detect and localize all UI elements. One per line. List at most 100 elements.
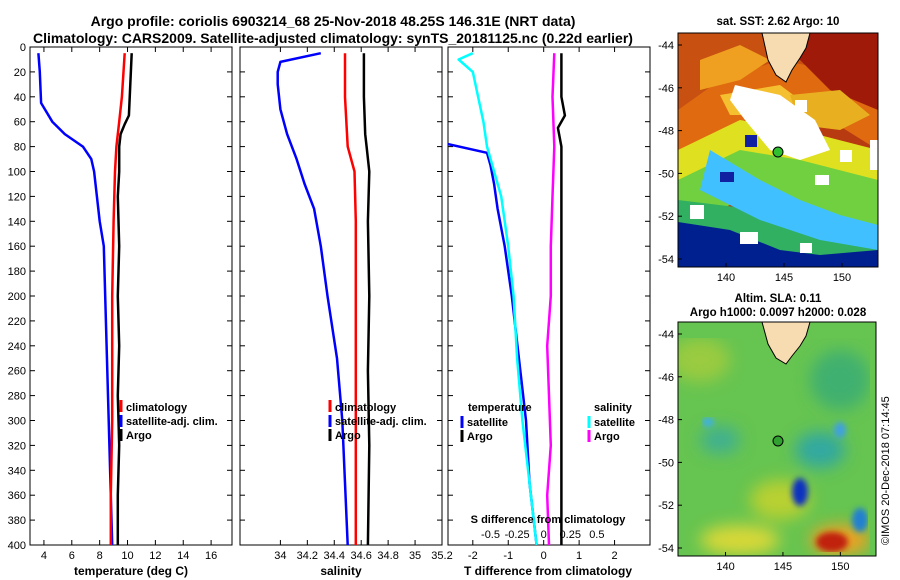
map-y-tick-label: -52 xyxy=(658,500,674,512)
s-diff-tick-label: 0.25 xyxy=(560,529,581,541)
legend-t-argo-label: Argo xyxy=(467,431,493,443)
map-x-tick-label: 140 xyxy=(717,272,735,284)
s-diff-tick-label: 0 xyxy=(541,529,547,541)
s-difference-title: S difference from climatology xyxy=(471,514,627,526)
legend-argo-label: Argo xyxy=(335,430,361,442)
sst-map-title: sat. SST: 2.62 Argo: 10 xyxy=(717,16,840,28)
x-tick-label: 8 xyxy=(97,550,103,562)
map-y-tick-label: -44 xyxy=(658,329,674,341)
x-tick-label: 34.8 xyxy=(377,550,398,562)
y-tick-label: 200 xyxy=(8,291,26,303)
salinity-series xyxy=(276,51,371,545)
legend-climatology-label: climatology xyxy=(126,402,188,414)
map-y-tick-label: -48 xyxy=(658,126,674,138)
y-tick-label: 300 xyxy=(8,416,26,428)
series-line-argo xyxy=(362,53,371,545)
series-line-t-argo xyxy=(556,53,567,545)
legend-t-satellite-label: satellite xyxy=(467,417,508,429)
y-tick-label: 400 xyxy=(8,540,26,552)
map-y-tick-label: -54 xyxy=(658,543,674,555)
sla-map-ticks: 140 145 150 -44 -46 -48 -50 -52 -54 xyxy=(658,329,849,573)
temperature-xlabel: temperature (deg C) xyxy=(74,564,188,578)
map-y-tick-label: -46 xyxy=(658,83,674,95)
x-tick-label: 14 xyxy=(177,550,189,562)
map-x-tick-label: 145 xyxy=(774,561,792,573)
sla-map-frame xyxy=(677,321,877,557)
temperature-axes-frame xyxy=(29,46,233,546)
series-line-climatology xyxy=(343,53,358,545)
s-diff-tick-label: -0.25 xyxy=(505,529,530,541)
sst-map-frame xyxy=(677,32,879,268)
x-tick-label: 34.4 xyxy=(324,550,345,562)
x-tick-label: 35 xyxy=(409,550,421,562)
salinity-xlabel: salinity xyxy=(320,564,362,578)
y-tick-label: 80 xyxy=(14,142,26,154)
sst-map: sat. SST: 2.62 Argo: 10 xyxy=(658,16,879,284)
x-tick-label: 16 xyxy=(205,550,217,562)
y-tick-label: 20 xyxy=(14,67,26,79)
salinity-axes-frame xyxy=(239,46,443,546)
y-tick-label: 260 xyxy=(8,366,26,378)
map-y-tick-label: -50 xyxy=(658,168,674,180)
y-tick-label: 120 xyxy=(8,191,26,203)
salinity-axis-ticks: 34 34.2 34.4 34.6 34.8 35 35.2 xyxy=(240,46,453,562)
difference-series xyxy=(448,52,567,545)
s-difference-ticks: -0.5 -0.25 0 0.25 0.5 xyxy=(481,529,604,541)
legend-climatology-label: climatology xyxy=(335,402,397,414)
x-tick-label: 34 xyxy=(274,550,286,562)
figure-title-line1: Argo profile: coriolis 6903214_68 25-Nov… xyxy=(91,13,576,29)
series-line-s-satellite xyxy=(457,52,538,545)
argo-location-marker xyxy=(772,146,784,158)
argo-location-marker xyxy=(772,435,784,447)
y-tick-label: 240 xyxy=(8,341,26,353)
figure-title-line2: Climatology: CARS2009. Satellite-adjuste… xyxy=(33,30,633,46)
s-diff-tick-label: 0.5 xyxy=(589,529,604,541)
difference-legend-salinity: salinity satellite Argo xyxy=(587,402,635,443)
y-tick-label: 340 xyxy=(8,465,26,477)
legend-temperature-title: temperature xyxy=(468,402,532,414)
sla-map-title-line2: Argo h1000: 0.0097 h2000: 0.028 xyxy=(690,307,867,319)
x-tick-label: -1 xyxy=(503,550,513,562)
x-tick-label: 0 xyxy=(541,550,547,562)
y-tick-label: 160 xyxy=(8,241,26,253)
legend-satellite-label: satellite-adj. clim. xyxy=(126,416,218,428)
y-tick-label: 360 xyxy=(8,490,26,502)
map-x-tick-label: 150 xyxy=(833,272,851,284)
x-tick-label: 34.6 xyxy=(350,550,371,562)
x-tick-label: 2 xyxy=(611,550,617,562)
y-tick-label: 280 xyxy=(8,391,26,403)
y-tick-label: 140 xyxy=(8,216,26,228)
x-tick-label: -2 xyxy=(468,550,478,562)
legend-satellite-label: satellite-adj. clim. xyxy=(335,416,427,428)
x-tick-label: 12 xyxy=(149,550,161,562)
legend-salinity-title: salinity xyxy=(594,402,633,414)
map-y-tick-label: -44 xyxy=(658,40,674,52)
y-tick-label: 380 xyxy=(8,515,26,527)
series-line-satellite-adj-clim- xyxy=(37,53,114,545)
map-y-tick-label: -50 xyxy=(658,457,674,469)
y-tick-label: 0 xyxy=(20,42,26,54)
y-tick-label: 60 xyxy=(14,117,26,129)
legend-s-argo-label: Argo xyxy=(594,431,620,443)
difference-xlabel: T difference from climatology xyxy=(464,564,632,578)
salinity-legend: climatology satellite-adj. clim. Argo xyxy=(328,400,427,442)
x-tick-label: 6 xyxy=(69,550,75,562)
temperature-legend: climatology satellite-adj. clim. Argo xyxy=(119,400,218,442)
difference-panel: -2 -1 0 1 2 T difference from climatology S … xyxy=(447,46,651,578)
series-line-s-argo xyxy=(545,53,556,545)
map-y-tick-label: -46 xyxy=(658,372,674,384)
legend-argo-label: Argo xyxy=(126,430,152,442)
temperature-panel: 0 20 40 60 80 100 120 140 160 180 200 220 240 260 280 3… xyxy=(8,42,233,578)
y-tick-label: 320 xyxy=(8,440,26,452)
salinity-panel: 34 34.2 34.4 34.6 34.8 35 35.2 salinity climat… xyxy=(239,46,453,578)
y-tick-label: 180 xyxy=(8,266,26,278)
series-line-satellite-adj-clim- xyxy=(276,51,349,545)
series-line-t-satellite xyxy=(448,142,538,545)
sla-map-title-line1: Altim. SLA: 0.11 xyxy=(735,293,823,305)
map-y-tick-label: -48 xyxy=(658,415,674,427)
map-y-tick-label: -52 xyxy=(658,211,674,223)
y-tick-label: 40 xyxy=(14,92,26,104)
sla-map: Altim. SLA: 0.11 Argo h1000: 0.0097 h200… xyxy=(658,293,877,573)
imos-timestamp: ©IMOS 20-Dec-2018 07:14:45 xyxy=(880,396,892,545)
